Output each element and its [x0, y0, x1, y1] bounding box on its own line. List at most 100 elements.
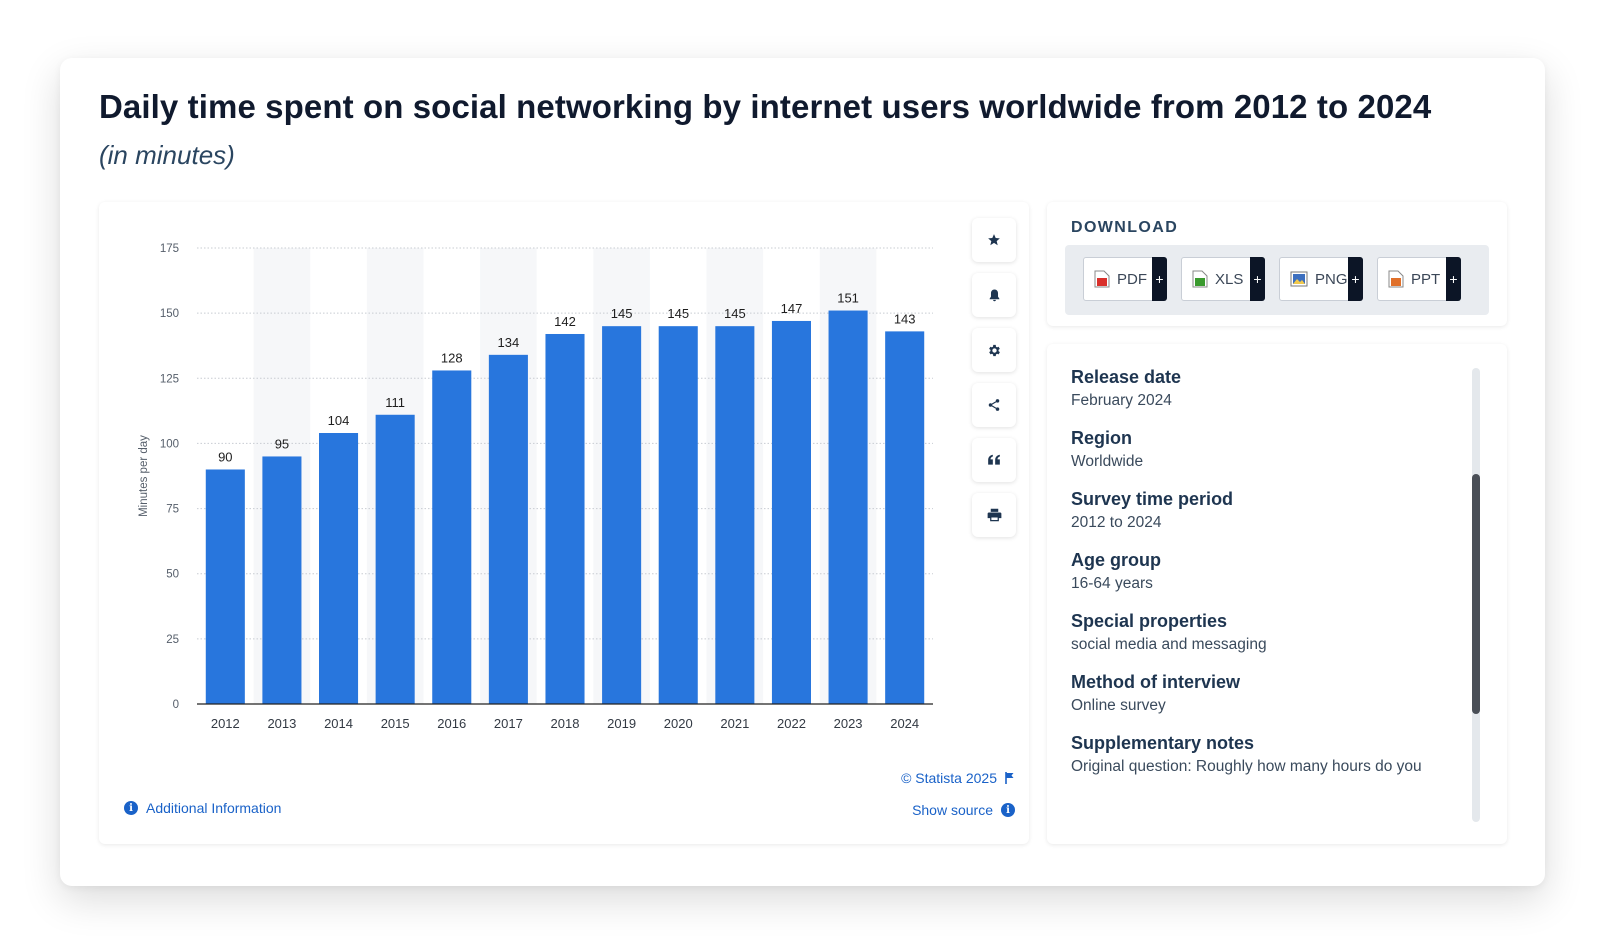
- download-pdf-label: PDF: [1117, 270, 1147, 288]
- settings-button[interactable]: [972, 328, 1016, 372]
- star-icon: [988, 234, 1000, 246]
- print-button[interactable]: [972, 493, 1016, 537]
- bell-icon: [989, 289, 999, 301]
- page-title: Daily time spent on social networking by…: [99, 88, 1432, 125]
- bar: [545, 333, 585, 704]
- quote-icon: [988, 454, 1000, 465]
- download-png-button[interactable]: PNG +: [1279, 257, 1363, 301]
- cite-button[interactable]: [972, 438, 1016, 482]
- y-axis-label: Minutes per day: [138, 435, 150, 517]
- additional-information-label: Additional Information: [146, 800, 282, 816]
- bar: [771, 320, 811, 704]
- download-heading: DOWNLOAD: [1071, 219, 1179, 236]
- statista-credit[interactable]: © Statista 2025: [901, 770, 1015, 786]
- bar: [658, 326, 698, 704]
- bar: [205, 469, 245, 704]
- y-tick-label: 25: [166, 634, 179, 646]
- data-label: 128: [441, 350, 463, 365]
- info-label: Supplementary notes: [1071, 733, 1255, 753]
- notification-button[interactable]: [972, 273, 1016, 317]
- share-button[interactable]: [972, 383, 1016, 427]
- print-icon: [987, 508, 1001, 522]
- plus-icon: +: [1446, 257, 1461, 301]
- download-ppt-label: PPT: [1411, 270, 1441, 288]
- x-tick-label: 2015: [381, 716, 410, 731]
- additional-information-link[interactable]: i Additional Information: [124, 800, 281, 816]
- x-tick-label: 2019: [607, 716, 636, 731]
- info-label: Survey time period: [1071, 489, 1234, 509]
- flag-icon: [1005, 772, 1014, 784]
- bar: [262, 456, 302, 704]
- y-tick-label: 50: [166, 569, 179, 581]
- bar: [828, 310, 868, 704]
- y-tick-label: 150: [160, 308, 179, 320]
- download-options: PDF + XLS + PNG + PPT +: [1065, 245, 1489, 315]
- data-label: 95: [275, 436, 289, 451]
- xls-file-icon: [1192, 270, 1208, 288]
- bar: [715, 326, 755, 704]
- gear-icon: [988, 344, 1000, 356]
- info-label: Release date: [1071, 367, 1182, 387]
- plus-icon: +: [1152, 257, 1167, 301]
- info-item-method: Method of interview Online survey: [1071, 669, 1471, 717]
- info-item-special-properties: Special properties social media and mess…: [1071, 608, 1471, 656]
- data-label: 151: [837, 291, 859, 306]
- x-tick-label: 2023: [834, 716, 863, 731]
- info-label: Region: [1071, 428, 1132, 448]
- download-pdf-button[interactable]: PDF +: [1083, 257, 1167, 301]
- show-source-link[interactable]: Show source i: [912, 802, 1015, 818]
- credit-text: © Statista 2025: [901, 770, 997, 786]
- favorite-button[interactable]: [972, 218, 1016, 262]
- x-tick-label: 2013: [267, 716, 296, 731]
- x-tick-label: 2012: [211, 716, 240, 731]
- bar: [432, 370, 472, 704]
- chart-panel: 0 25 50 75 100 125 150 175 Minutes per day 90 2012…: [99, 202, 1029, 844]
- bar: [319, 433, 359, 704]
- info-panel[interactable]: Release date February 2024 Region Worldw…: [1047, 344, 1507, 844]
- download-ppt-button[interactable]: PPT +: [1377, 257, 1461, 301]
- download-xls-label: XLS: [1215, 270, 1244, 288]
- info-value: 2012 to 2024: [1071, 514, 1162, 531]
- x-tick-label: 2016: [437, 716, 466, 731]
- x-tick-label: 2022: [777, 716, 806, 731]
- info-item-survey-period: Survey time period 2012 to 2024: [1071, 486, 1471, 534]
- bar: [488, 354, 528, 704]
- info-value: February 2024: [1071, 392, 1172, 409]
- ppt-file-icon: [1388, 270, 1404, 288]
- y-tick-label: 75: [166, 504, 179, 516]
- x-tick-label: 2017: [494, 716, 523, 731]
- download-xls-button[interactable]: XLS +: [1181, 257, 1265, 301]
- bar: [885, 331, 925, 704]
- png-file-icon: [1290, 271, 1308, 287]
- x-tick-label: 2014: [324, 716, 353, 731]
- bar: [602, 326, 642, 704]
- x-tick-label: 2018: [551, 716, 580, 731]
- download-panel: DOWNLOAD PDF + XLS + PNG + PPT +: [1047, 202, 1507, 326]
- chart-toolbar: [972, 218, 1016, 548]
- info-value: Original question: Roughly how many hour…: [1071, 758, 1422, 775]
- share-icon: [988, 399, 1000, 411]
- info-scrollbar-thumb[interactable]: [1472, 474, 1480, 714]
- data-label: 145: [724, 306, 746, 321]
- y-tick-label: 0: [173, 699, 179, 711]
- y-tick-label: 100: [160, 438, 179, 450]
- info-label: Special properties: [1071, 611, 1228, 631]
- pdf-file-icon: [1094, 270, 1110, 288]
- info-value: 16-64 years: [1071, 575, 1153, 592]
- data-label: 134: [498, 335, 520, 350]
- data-label: 90: [218, 449, 232, 464]
- show-source-label: Show source: [912, 802, 993, 818]
- download-png-label: PNG: [1315, 270, 1348, 288]
- info-list: Release date February 2024 Region Worldw…: [1071, 364, 1471, 791]
- plus-icon: +: [1348, 257, 1363, 301]
- bar-chart: 0 25 50 75 100 125 150 175 Minutes per day 90 2012…: [138, 243, 933, 731]
- info-value: Worldwide: [1071, 453, 1144, 470]
- data-label: 104: [328, 413, 350, 428]
- info-scrollbar[interactable]: [1472, 368, 1480, 822]
- info-label: Age group: [1071, 550, 1161, 570]
- y-tick-label: 125: [160, 373, 179, 385]
- data-label: 143: [894, 311, 916, 326]
- data-label: 145: [667, 306, 689, 321]
- x-tick-label: 2024: [890, 716, 919, 731]
- info-item-age-group: Age group 16-64 years: [1071, 547, 1471, 595]
